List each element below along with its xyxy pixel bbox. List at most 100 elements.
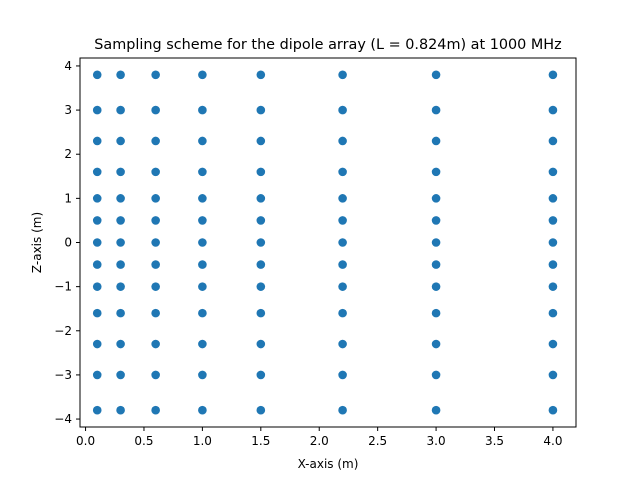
data-point — [198, 260, 207, 269]
data-point — [92, 282, 102, 291]
data-point — [151, 136, 160, 146]
y-tick-label: −3 — [54, 368, 72, 382]
data-point — [116, 282, 125, 291]
y-tick-label: 4 — [64, 59, 72, 73]
y-tick-label: 1 — [64, 191, 72, 205]
data-point — [116, 105, 125, 115]
data-point — [116, 216, 125, 225]
data-point — [198, 167, 207, 177]
data-point — [431, 194, 441, 203]
data-point — [92, 194, 102, 203]
y-tick-label: 2 — [64, 147, 72, 161]
data-point — [116, 260, 125, 269]
data-point — [151, 194, 160, 203]
data-point — [338, 282, 347, 291]
data-point — [431, 105, 441, 115]
y-axis-label: Z-axis (m) — [30, 212, 44, 273]
x-axis-ticks: 0.0 0.5 1.0 1.5 2.0 2.5 3.0 3.5 4.0 — [76, 427, 562, 448]
data-point — [198, 105, 207, 115]
data-point — [256, 339, 266, 349]
data-point — [256, 216, 266, 225]
data-point — [92, 370, 102, 380]
data-point — [116, 167, 125, 177]
data-point — [256, 167, 266, 177]
x-tick-label: 2.5 — [368, 434, 387, 448]
data-point — [338, 136, 347, 146]
data-point — [548, 238, 558, 247]
x-axis-label: X-axis (m) — [298, 457, 359, 471]
data-point — [116, 136, 125, 146]
data-point — [548, 167, 558, 177]
data-point — [256, 370, 266, 380]
data-point — [116, 308, 125, 318]
data-point — [198, 370, 207, 380]
data-point — [548, 105, 558, 115]
data-point — [548, 216, 558, 225]
data-point — [431, 339, 441, 349]
x-tick-label: 1.0 — [193, 434, 212, 448]
data-point — [548, 136, 558, 146]
data-point — [198, 136, 207, 146]
x-tick-label: 4.0 — [543, 434, 562, 448]
y-axis-ticks: −4 −3 −2 −1 0 1 2 3 4 — [54, 59, 80, 426]
data-point — [256, 136, 266, 146]
data-point — [256, 405, 266, 415]
data-point — [151, 282, 160, 291]
data-point — [548, 282, 558, 291]
data-point — [151, 216, 160, 225]
x-tick-label: 1.5 — [251, 434, 270, 448]
data-point — [338, 260, 347, 269]
data-point — [431, 136, 441, 146]
x-tick-label: 3.0 — [427, 434, 446, 448]
data-point — [151, 238, 160, 247]
data-point — [338, 216, 347, 225]
data-point — [548, 70, 558, 80]
data-point — [431, 308, 441, 318]
data-point — [198, 194, 207, 203]
data-point — [431, 216, 441, 225]
data-point — [116, 339, 125, 349]
data-point — [198, 216, 207, 225]
y-tick-label: −2 — [54, 324, 72, 338]
x-tick-label: 3.5 — [485, 434, 504, 448]
data-point — [151, 405, 160, 415]
data-point — [431, 405, 441, 415]
data-point — [338, 308, 347, 318]
data-point — [256, 260, 266, 269]
data-point — [116, 370, 125, 380]
data-point — [116, 194, 125, 203]
data-point — [548, 308, 558, 318]
data-point — [92, 136, 102, 146]
data-point — [548, 339, 558, 349]
data-point — [151, 370, 160, 380]
data-point — [151, 105, 160, 115]
data-point — [198, 282, 207, 291]
data-point — [338, 238, 347, 247]
data-point — [198, 238, 207, 247]
data-point — [92, 238, 102, 247]
data-point — [338, 105, 347, 115]
data-point — [431, 70, 441, 80]
data-point — [198, 70, 207, 80]
data-point — [338, 70, 347, 80]
data-point — [151, 167, 160, 177]
data-point — [256, 308, 266, 318]
data-point — [256, 105, 266, 115]
data-point — [151, 70, 160, 80]
data-point — [256, 70, 266, 80]
data-point — [431, 282, 441, 291]
data-point — [198, 339, 207, 349]
data-point — [548, 370, 558, 380]
data-point — [431, 370, 441, 380]
data-point — [198, 405, 207, 415]
data-point — [116, 405, 125, 415]
data-point — [116, 70, 125, 80]
data-point — [151, 308, 160, 318]
data-point — [431, 167, 441, 177]
data-point — [92, 105, 102, 115]
data-point — [92, 216, 102, 225]
data-point — [548, 194, 558, 203]
x-tick-label: 0.5 — [134, 434, 153, 448]
